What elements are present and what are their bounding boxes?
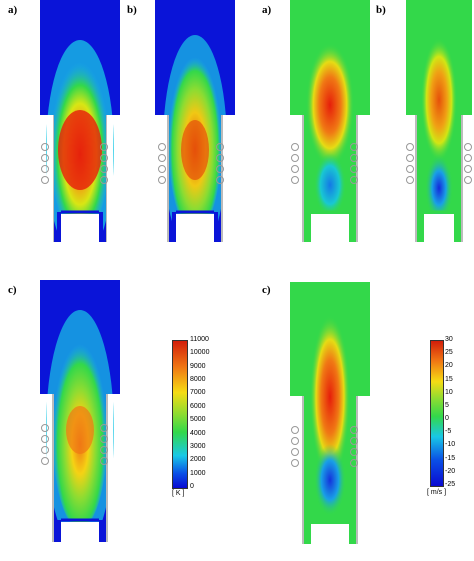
temperature-colorbar-tick-label: 4000 <box>190 429 206 437</box>
panel-label-vel-c: c) <box>262 284 271 296</box>
coil-right-temp-b <box>215 142 225 191</box>
tube-wall-right-outer <box>107 115 113 242</box>
coil-right-vel-c <box>349 425 359 474</box>
coil-left-vel-c <box>290 425 300 474</box>
temperature-colorbar-tick-label: 5000 <box>190 416 206 424</box>
injector-right <box>99 212 103 242</box>
panel-label-temp-a: a) <box>8 4 18 16</box>
velocity-colorbar-tick-label: 20 <box>445 362 453 370</box>
coil-left-temp-c <box>40 423 50 472</box>
temperature-field-b <box>155 0 235 242</box>
velocity-colorbar-tick-label: 30 <box>445 336 453 343</box>
injector-left <box>57 212 61 242</box>
temperature-colorbar-tick-label: 8000 <box>190 376 206 384</box>
coil-right-temp-c <box>99 423 109 472</box>
temperature-colorbar-tick-label: 3000 <box>190 442 206 450</box>
temperature-colorbar-tick-label: 1000 <box>190 469 206 477</box>
coil-left-temp-a <box>40 142 50 191</box>
injector-gap <box>61 214 99 242</box>
velocity-field-a <box>290 0 370 242</box>
temperature-colorbar-tick-label: 10000 <box>190 349 210 357</box>
coil-right-vel-a <box>349 142 359 191</box>
temperature-colorbar-tick-label: 0 <box>190 483 194 490</box>
temperature-colorbar <box>172 340 188 489</box>
velocity-colorbar-tick-label: 10 <box>445 388 453 396</box>
temperature-colorbar-unit: [ K ] <box>172 490 185 497</box>
velocity-colorbar-tick-label: 5 <box>445 401 449 409</box>
velocity-colorbar-tick-label: -10 <box>445 441 456 449</box>
velocity-colorbar-tick-label: -15 <box>445 454 456 462</box>
velocity-field-b <box>406 0 472 242</box>
velocity-colorbar-tick-label: -5 <box>445 428 452 436</box>
coil-left-vel-b <box>405 142 415 191</box>
panel-label-temp-c: c) <box>8 284 17 296</box>
temperature-field-c <box>40 280 120 542</box>
temperature-colorbar-tick-label: 7000 <box>190 389 206 397</box>
hot-zone <box>58 110 102 190</box>
temperature-field-a <box>40 0 120 242</box>
temperature-colorbar-tick-label: 2000 <box>190 456 206 464</box>
velocity-field-c <box>290 282 370 544</box>
velocity-colorbar-tick-label: -25 <box>445 481 456 488</box>
velocity-colorbar-tick-label: 0 <box>445 415 449 423</box>
tube-wall-left-outer <box>47 115 53 242</box>
temperature-colorbar-tick-label: 6000 <box>190 402 206 410</box>
velocity-colorbar-tick-label: 25 <box>445 349 453 357</box>
coil-right-vel-b <box>463 142 473 191</box>
panel-label-vel-b: b) <box>376 4 386 16</box>
coil-left-vel-a <box>290 142 300 191</box>
velocity-colorbar-tick-label: -20 <box>445 467 456 475</box>
coil-left-temp-b <box>157 142 167 191</box>
coil-right-temp-a <box>99 142 109 191</box>
temperature-colorbar-tick-label: 11000 <box>190 336 209 343</box>
panel-label-temp-b: b) <box>127 4 137 16</box>
velocity-colorbar <box>430 340 444 487</box>
velocity-colorbar-tick-label: 15 <box>445 375 453 383</box>
temperature-colorbar-tick-label: 9000 <box>190 362 206 370</box>
velocity-colorbar-unit: [ m/s ] <box>427 489 447 496</box>
panel-label-vel-a: a) <box>262 4 272 16</box>
